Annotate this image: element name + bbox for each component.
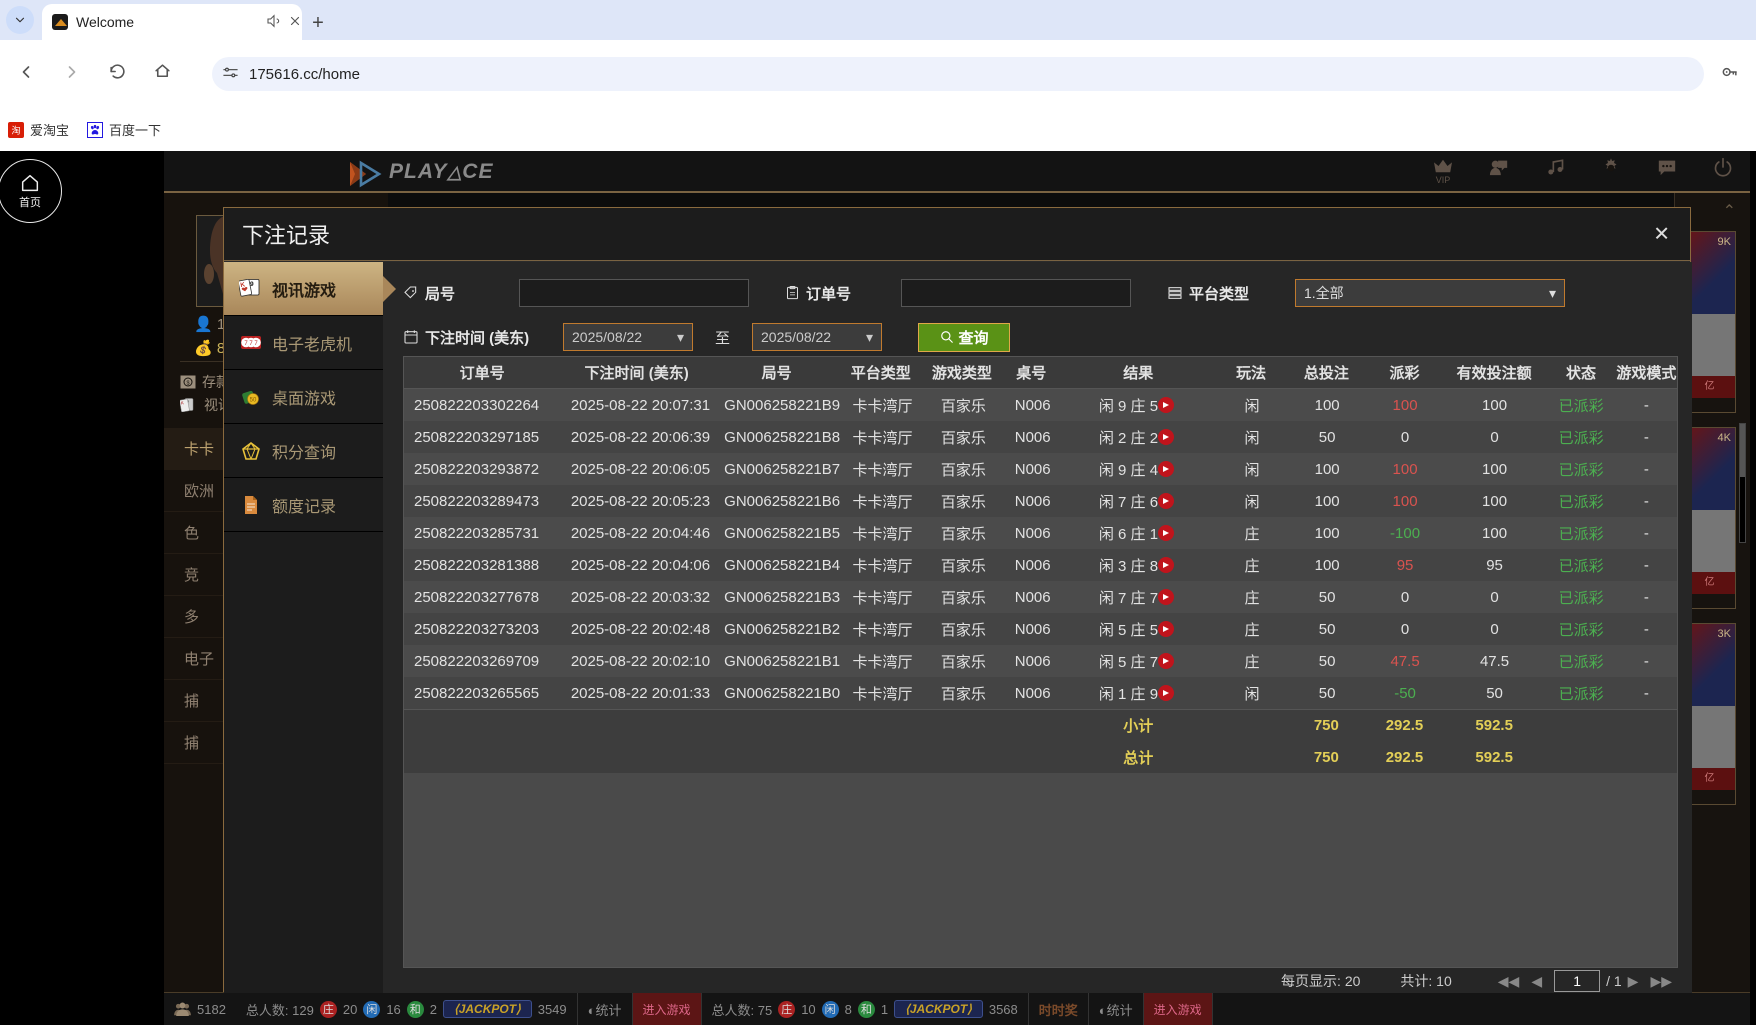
svg-text:$: $ [186, 381, 189, 387]
svg-text:50: 50 [250, 397, 257, 403]
svg-text:淘: 淘 [11, 124, 20, 135]
